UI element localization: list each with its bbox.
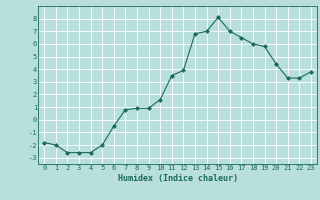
- X-axis label: Humidex (Indice chaleur): Humidex (Indice chaleur): [118, 174, 238, 183]
